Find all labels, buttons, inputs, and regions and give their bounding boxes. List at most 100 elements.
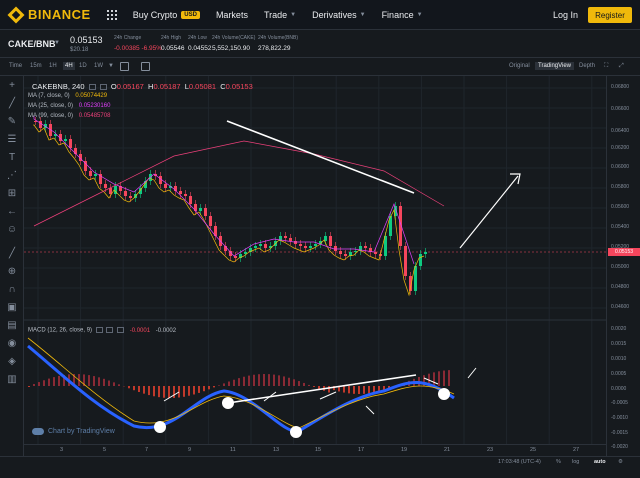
text-icon[interactable]: T xyxy=(8,152,16,163)
ruler-icon[interactable]: ╱ xyxy=(8,248,16,259)
candle-body xyxy=(344,254,347,256)
icons-icon[interactable]: ☺ xyxy=(6,224,18,235)
interval-1d[interactable]: 1D xyxy=(79,63,87,69)
expand-icon[interactable]: ⤢ xyxy=(619,63,624,69)
top-navigation: BINANCE Buy Crypto USD Markets Trade ▼ D… xyxy=(0,0,640,30)
login-link[interactable]: Log In xyxy=(552,10,578,20)
stat-label: 24h Volume(BNB) xyxy=(258,35,299,41)
percent-toggle[interactable]: % xyxy=(556,459,561,465)
macd-histogram-bar xyxy=(133,386,135,391)
candle-body xyxy=(374,252,377,254)
interval-15m[interactable]: 15m xyxy=(30,63,42,69)
macd-arrow-annotation xyxy=(263,391,277,402)
macd-histogram-bar xyxy=(438,371,440,386)
trendline-icon[interactable]: ╱ xyxy=(8,98,16,109)
low-value: 0.05081 xyxy=(188,82,217,91)
fib-icon[interactable]: ☰ xyxy=(7,134,17,145)
crosshair-icon[interactable]: + xyxy=(9,80,15,91)
macd-histogram-bar xyxy=(163,386,165,398)
macd-arrow-annotation xyxy=(163,391,180,402)
interval-4h[interactable]: 4H xyxy=(63,62,75,70)
time-tick: 13 xyxy=(273,447,280,453)
ma99-label: MA (99, close, 0) xyxy=(28,113,74,119)
time-label[interactable]: Time xyxy=(9,63,23,69)
trading-pair[interactable]: CAKE/BNB xyxy=(8,39,56,49)
time-tick: 23 xyxy=(487,447,494,453)
lock-drawings-icon[interactable]: ▤ xyxy=(7,320,17,331)
interval-1h[interactable]: 1H xyxy=(49,63,57,69)
apps-grid-icon[interactable] xyxy=(106,9,117,20)
candle-body xyxy=(334,246,337,251)
macd-tick: -0.0005 xyxy=(611,400,628,406)
brush-icon[interactable]: ✎ xyxy=(7,116,17,127)
pattern-icon[interactable]: ⋰ xyxy=(7,170,17,181)
layers-icon[interactable]: ◈ xyxy=(8,356,16,367)
macd-histogram-bar xyxy=(353,386,355,394)
indicators-icon[interactable] xyxy=(141,62,150,71)
macd-histogram-bar xyxy=(363,386,365,394)
macd-histogram-bar xyxy=(103,378,105,386)
pair-dropdown-icon[interactable]: ▼ xyxy=(54,40,60,46)
price-axis[interactable]: 0.06800 0.06600 0.06400 0.06200 0.06000 … xyxy=(606,76,640,464)
macd-close-icon[interactable] xyxy=(117,327,125,333)
chart-settings-icon[interactable] xyxy=(120,62,129,71)
ma25-label: MA (25, close, 0) xyxy=(28,103,74,109)
zoom-in-icon[interactable]: ⊕ xyxy=(7,266,17,277)
macd-histogram-bar xyxy=(273,374,275,386)
candle-body xyxy=(184,194,187,196)
nav-markets[interactable]: Markets xyxy=(216,10,248,20)
macd-histogram-bar xyxy=(118,384,120,386)
candle-body xyxy=(389,216,392,236)
macd-settings-icon[interactable] xyxy=(95,327,103,333)
nav-derivatives[interactable]: Derivatives ▼ xyxy=(312,10,365,20)
auto-toggle[interactable]: auto xyxy=(594,459,606,465)
ma7-value: 0.05074429 xyxy=(75,93,108,99)
view-original[interactable]: Original xyxy=(509,63,530,69)
nav-buy-crypto-label: Buy Crypto xyxy=(132,9,178,20)
magnet-icon[interactable]: ∩ xyxy=(8,284,16,295)
arrow-left-icon[interactable]: ← xyxy=(7,206,17,217)
view-tradingview[interactable]: TradingView xyxy=(535,62,575,70)
candle-body xyxy=(89,171,92,176)
macd-histogram-bar xyxy=(198,386,200,393)
stat-24h-low: 24h Low 0.04552 xyxy=(188,35,212,52)
macd-histogram-bar xyxy=(203,386,205,392)
macd-value-2: -0.0002 xyxy=(155,327,177,334)
macd-tick: 0.0005 xyxy=(611,371,627,377)
fullscreen-icon[interactable]: ⛶ xyxy=(604,63,609,69)
legend-settings-icon[interactable] xyxy=(88,84,96,91)
macd-point-marker xyxy=(154,421,166,433)
tradingview-logo[interactable]: Chart by TradingView xyxy=(32,428,115,435)
time-tick: 3 xyxy=(60,447,64,453)
candle-body xyxy=(209,216,212,226)
interval-1w[interactable]: 1W xyxy=(94,63,103,69)
macd-histogram-bar xyxy=(343,386,345,393)
macd-histogram-bar xyxy=(138,386,140,393)
prediction-icon[interactable]: ⊞ xyxy=(7,188,17,199)
macd-histogram-bar xyxy=(248,375,250,386)
open-label: O xyxy=(110,82,117,91)
nav-trade[interactable]: Trade ▼ xyxy=(264,10,296,20)
macd-trendline-annotation xyxy=(227,374,417,404)
price-chart[interactable] xyxy=(24,76,606,464)
macd-histogram-bar xyxy=(228,381,230,386)
nav-buy-crypto[interactable]: Buy Crypto USD xyxy=(133,10,200,20)
settings-gear-icon[interactable]: ⚙ xyxy=(618,459,623,465)
logo-text: BINANCE xyxy=(28,7,91,22)
view-depth[interactable]: Depth xyxy=(579,63,596,69)
stat-label: 24h Low xyxy=(188,35,207,41)
register-button[interactable]: Register xyxy=(588,7,632,23)
nav-finance[interactable]: Finance ▼ xyxy=(382,10,423,20)
log-toggle[interactable]: log xyxy=(572,459,580,465)
legend-hide-icon[interactable] xyxy=(99,84,107,91)
trash-icon[interactable]: ▥ xyxy=(7,374,17,385)
macd-hide-icon[interactable] xyxy=(106,327,114,333)
candle-body xyxy=(404,246,407,276)
time-axis[interactable]: 3 5 7 9 11 13 15 17 19 21 23 25 27 xyxy=(24,444,606,456)
interval-dropdown-icon[interactable]: ▼ xyxy=(108,63,114,69)
binance-logo[interactable]: BINANCE xyxy=(7,0,91,30)
chart-canvas[interactable] xyxy=(24,76,606,464)
macd-histogram-bar xyxy=(128,386,130,389)
eye-icon[interactable]: ◉ xyxy=(7,338,17,349)
lock-icon[interactable]: ▣ xyxy=(7,302,17,313)
